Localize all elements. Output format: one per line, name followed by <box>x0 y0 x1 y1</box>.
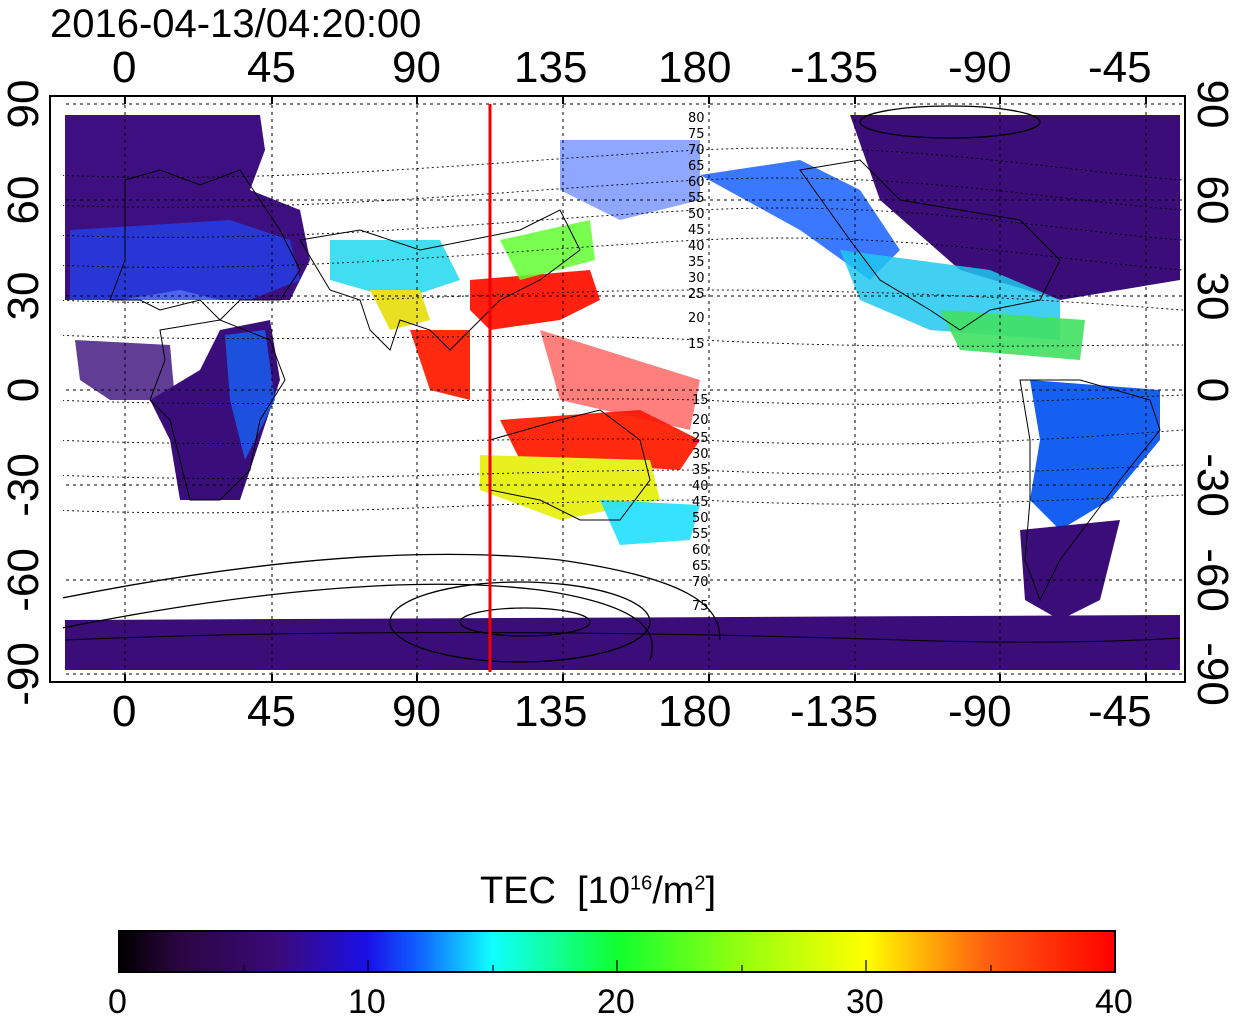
colorbar-unit-prefix: [10 <box>577 870 630 912</box>
lat-tick-right: -60 <box>1188 548 1235 612</box>
tec-north-america-purple <box>850 115 1180 300</box>
tec-africa-west <box>75 340 175 400</box>
contour-label: 55 <box>692 527 709 542</box>
tec-india-yellow <box>370 290 430 330</box>
colorbar <box>118 930 1116 973</box>
colorbar-unit-exp2: 2 <box>694 872 706 895</box>
colorbar-tick-label: 20 <box>597 983 635 1021</box>
lon-tick-top: -135 <box>790 43 879 92</box>
lon-tick-bottom: 0 <box>112 687 137 736</box>
tec-data-layer <box>63 98 1183 678</box>
contour-label: 30 <box>692 447 709 462</box>
lat-tick-left: 30 <box>0 271 48 321</box>
contour-label: 75 <box>692 599 709 614</box>
tec-australia-cyan <box>600 500 700 545</box>
lon-tick-bottom: -90 <box>948 687 1012 736</box>
contour-label: 50 <box>688 207 705 222</box>
lat-tick-left: 0 <box>0 377 48 403</box>
lon-tick-bottom: 135 <box>514 687 588 736</box>
contour-label: 45 <box>688 223 705 238</box>
lon-tick-bottom: 45 <box>247 687 296 736</box>
lon-tick-bottom: 180 <box>658 687 732 736</box>
contour-label: 55 <box>688 191 705 206</box>
coastlines <box>64 159 1181 643</box>
tec-south-america-blue <box>1030 380 1160 530</box>
lat-tick-left: -30 <box>0 453 48 517</box>
magnetic-latitude-contours <box>63 147 1183 514</box>
tec-europe-blue-region <box>70 220 300 300</box>
lat-tick-left: 90 <box>0 79 48 129</box>
tec-pacific-red <box>540 330 700 430</box>
tec-australia-red <box>500 410 700 470</box>
lon-tick-top: -90 <box>948 43 1012 92</box>
contour-label: 40 <box>688 239 705 254</box>
lon-tick-top: 0 <box>112 43 137 92</box>
contour-label: 65 <box>688 159 705 174</box>
lon-tick-top: -45 <box>1088 43 1152 92</box>
contour-label: 70 <box>692 575 709 590</box>
contour-label: 35 <box>692 463 709 478</box>
tec-alaska-blue <box>700 160 900 280</box>
tec-antarctica-purple <box>65 615 1180 670</box>
lat-tick-right: 60 <box>1188 175 1235 225</box>
contour-label: 15 <box>692 393 709 408</box>
colorbar-tick-label: 40 <box>1095 983 1133 1021</box>
lon-tick-top: 180 <box>658 43 732 92</box>
tec-middle-east-cyan <box>330 240 460 300</box>
lat-tick-right: 90 <box>1188 79 1235 129</box>
tec-siberia-blue <box>560 140 700 220</box>
tec-central-america-green <box>940 310 1085 360</box>
colorbar-title: TEC [1016/m2] <box>480 872 716 910</box>
contour-label: 25 <box>692 431 709 446</box>
contour-label: 80 <box>688 111 705 126</box>
contour-label: 20 <box>692 413 709 428</box>
colorbar-ticks <box>243 960 992 972</box>
frame-ticks <box>124 96 1147 682</box>
contour-label: 30 <box>688 271 705 286</box>
lat-tick-right: -90 <box>1188 642 1235 706</box>
lat-tick-right: 0 <box>1188 377 1235 403</box>
pole-contours <box>63 105 1041 663</box>
contour-label: 40 <box>692 479 709 494</box>
tec-south-america-purple <box>1020 520 1120 620</box>
map-plot-area: 8075706560555045403530252015152025303540… <box>49 95 1186 683</box>
contour-label: 15 <box>688 337 705 352</box>
map-timestamp-title: 2016-04-13/04:20:00 <box>50 2 422 46</box>
colorbar-unit-suffix: ] <box>705 870 717 912</box>
tec-east-africa-blue <box>225 330 275 460</box>
contour-label: 25 <box>688 287 705 302</box>
lon-tick-bottom: 90 <box>392 687 441 736</box>
contour-label: 65 <box>692 559 709 574</box>
contour-label: 75 <box>688 127 705 142</box>
contour-label: 50 <box>692 511 709 526</box>
lat-tick-left: -90 <box>0 642 48 706</box>
colorbar-tick-label: 10 <box>348 983 386 1021</box>
tec-china-red <box>470 270 600 330</box>
colorbar-unit-exp1: 16 <box>629 872 653 895</box>
contour-label: 60 <box>692 543 709 558</box>
lon-tick-bottom: -45 <box>1088 687 1152 736</box>
tec-se-asia-red <box>410 330 470 400</box>
contour-label: 70 <box>688 143 705 158</box>
lon-tick-top: 135 <box>514 43 588 92</box>
colorbar-title-quantity: TEC <box>480 870 556 912</box>
lon-tick-top: 45 <box>247 43 296 92</box>
lat-tick-right: 30 <box>1188 271 1235 321</box>
lat-tick-right: -30 <box>1188 453 1235 517</box>
colorbar-tick-label: 0 <box>108 983 127 1021</box>
contour-label: 35 <box>688 255 705 270</box>
lat-tick-left: -60 <box>0 548 48 612</box>
contour-label: 20 <box>688 311 705 326</box>
contour-labels: 8075706560555045403530252015152025303540… <box>688 111 709 614</box>
colorbar-tick-label: 30 <box>846 983 884 1021</box>
lon-tick-bottom: -135 <box>790 687 879 736</box>
graticule <box>63 98 1183 678</box>
contour-label: 60 <box>688 175 705 190</box>
colorbar-unit-mid: /m <box>652 870 695 912</box>
contour-label: 45 <box>692 495 709 510</box>
lat-tick-left: 60 <box>0 175 48 225</box>
lon-tick-top: 90 <box>392 43 441 92</box>
